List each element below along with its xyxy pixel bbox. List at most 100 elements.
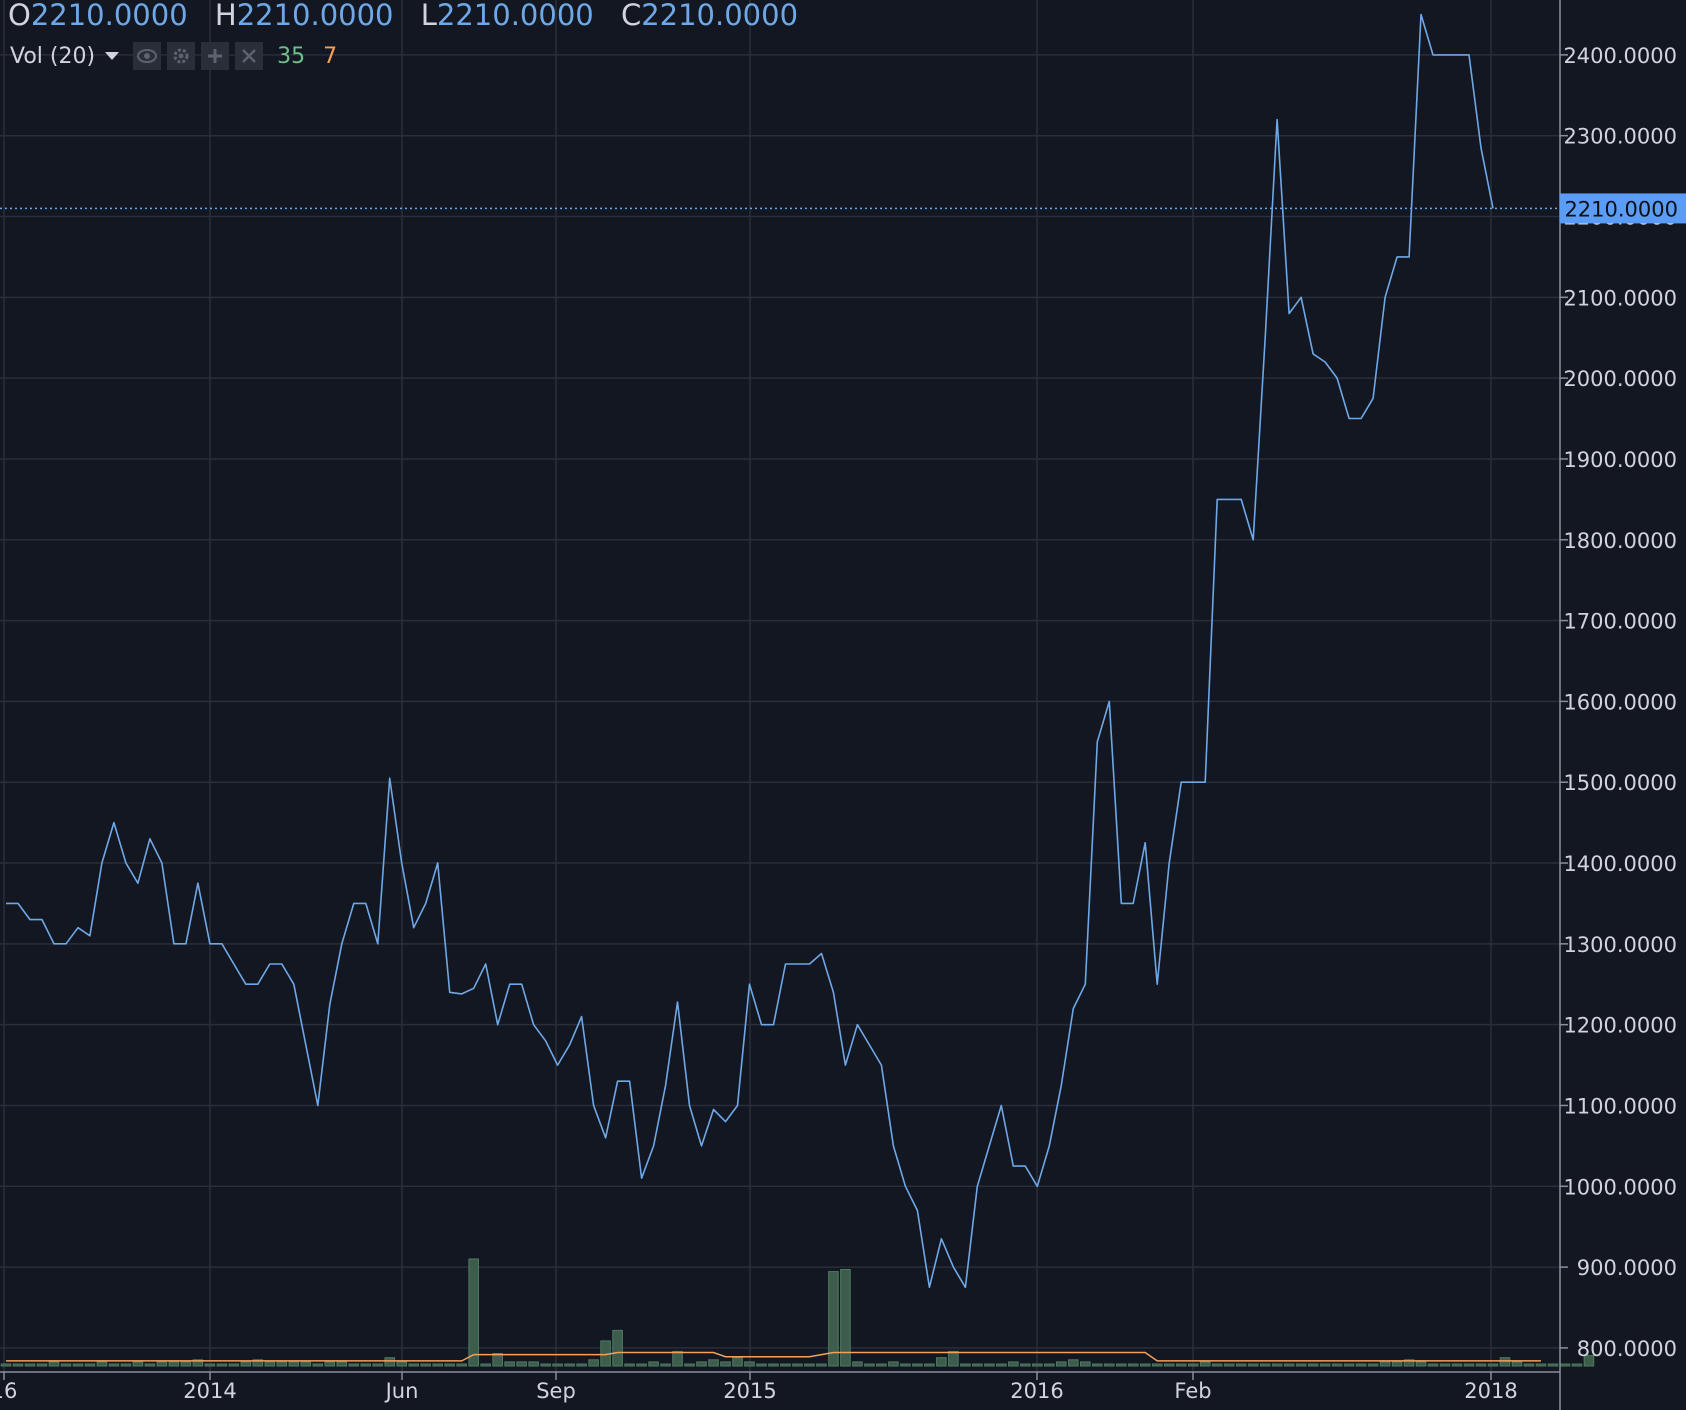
high-value: 2210.0000 <box>236 0 394 32</box>
volume-bar <box>48 1361 60 1367</box>
volume-bar <box>564 1363 575 1367</box>
volume-bar <box>1115 1363 1127 1367</box>
volume-bar <box>720 1361 731 1367</box>
volume-bar <box>552 1363 563 1367</box>
last-price-tag <box>1560 193 1686 224</box>
last-price-label: 2210.0000 <box>1564 197 1678 221</box>
volume-bar <box>1391 1361 1403 1367</box>
volume-bar <box>1415 1361 1427 1367</box>
volume-bar <box>468 1258 479 1367</box>
volume-bar <box>516 1361 527 1367</box>
volume-bar <box>1547 1363 1559 1367</box>
volume-bar <box>216 1363 228 1367</box>
volume-bar <box>672 1350 683 1367</box>
x-tick-label: 16 <box>0 1379 17 1403</box>
x-tick-label: Sep <box>536 1379 576 1403</box>
volume-bar <box>1523 1363 1535 1367</box>
y-tick-label: 1600.0000 <box>1563 690 1677 714</box>
y-tick-label: 2400.0000 <box>1563 44 1677 68</box>
volume-bar <box>1487 1363 1499 1367</box>
volume-bar <box>1583 1355 1595 1367</box>
volume-bar <box>1091 1363 1103 1367</box>
close-label: C <box>620 0 642 32</box>
volume-bar <box>1499 1357 1511 1367</box>
volume-bar <box>408 1363 420 1367</box>
volume-bar <box>780 1363 791 1367</box>
volume-bar <box>792 1363 803 1367</box>
volume-bar <box>1247 1363 1259 1367</box>
volume-bar <box>420 1363 432 1367</box>
volume-bar <box>576 1363 587 1367</box>
volume-bar <box>432 1363 444 1367</box>
volume-bar <box>24 1363 36 1367</box>
volume-bar <box>36 1363 48 1367</box>
volume-bar <box>1343 1363 1355 1367</box>
x-tick-label: Feb <box>1174 1379 1211 1403</box>
volume-bar <box>240 1361 252 1367</box>
volume-bar <box>1151 1363 1163 1367</box>
volume-bar <box>324 1361 336 1367</box>
y-tick-label: 1400.0000 <box>1563 852 1677 876</box>
volume-bar <box>540 1363 551 1367</box>
volume-bar <box>12 1363 24 1367</box>
volume-bar <box>1008 1361 1019 1367</box>
volume-bar <box>1211 1363 1223 1367</box>
volume-bar <box>1163 1363 1175 1367</box>
volume-value: 35 <box>277 43 306 69</box>
y-tick-label: 1100.0000 <box>1563 1094 1677 1118</box>
volume-bar <box>816 1363 827 1367</box>
volume-bar <box>936 1357 947 1367</box>
volume-bar <box>732 1357 743 1367</box>
y-tick-label: 2100.0000 <box>1563 286 1677 310</box>
volume-bar <box>1079 1361 1091 1367</box>
volume-bar <box>444 1363 455 1367</box>
volume-bar <box>1187 1363 1199 1367</box>
volume-bar <box>1307 1363 1319 1367</box>
volume-bar <box>1559 1363 1571 1367</box>
volume-bar <box>192 1359 204 1367</box>
gear-icon[interactable] <box>167 42 196 70</box>
volume-bar <box>132 1361 144 1367</box>
volume-bar <box>1379 1361 1391 1367</box>
y-tick-label: 1700.0000 <box>1563 610 1677 634</box>
volume-bar <box>1259 1363 1271 1367</box>
volume-bar <box>996 1363 1007 1367</box>
volume-bar <box>84 1363 96 1367</box>
x-tick-label: 2018 <box>1464 1379 1517 1403</box>
y-tick-label: 800.0000 <box>1577 1337 1677 1361</box>
plus-icon[interactable] <box>201 42 230 70</box>
x-tick-label: 2014 <box>183 1379 236 1403</box>
volume-bar <box>1463 1363 1475 1367</box>
volume-bar <box>900 1363 911 1367</box>
chevron-down-icon[interactable] <box>105 52 120 60</box>
volume-bar <box>252 1359 264 1367</box>
close-value: 2210.0000 <box>641 0 799 32</box>
eye-icon[interactable] <box>133 42 162 70</box>
low-value: 2210.0000 <box>436 0 594 32</box>
y-tick-label: 1000.0000 <box>1563 1175 1677 1199</box>
volume-bar <box>120 1363 132 1367</box>
y-tick-label: 1800.0000 <box>1563 529 1677 553</box>
volume-bar <box>1020 1363 1031 1367</box>
volume-bar <box>1571 1363 1583 1367</box>
volume-bar <box>708 1359 719 1367</box>
volume-bar <box>1139 1363 1151 1367</box>
volume-ma-value: 7 <box>323 43 338 69</box>
price-line <box>0 13 1560 1289</box>
volume-indicator-legend: Vol (20) 35 7 <box>10 40 337 72</box>
volume-indicator-label[interactable]: Vol (20) <box>10 43 96 69</box>
volume-bar <box>648 1361 659 1367</box>
volume-bar <box>828 1271 839 1367</box>
low-label: L <box>420 0 437 32</box>
volume-bar <box>1223 1363 1235 1367</box>
volume-bar <box>612 1329 623 1367</box>
volume-bar <box>912 1363 923 1367</box>
volume-bar <box>1475 1363 1487 1367</box>
y-tick-label: 1500.0000 <box>1563 771 1677 795</box>
close-icon[interactable] <box>235 42 264 70</box>
volume-bar <box>660 1363 671 1367</box>
volume-bar <box>288 1361 300 1367</box>
